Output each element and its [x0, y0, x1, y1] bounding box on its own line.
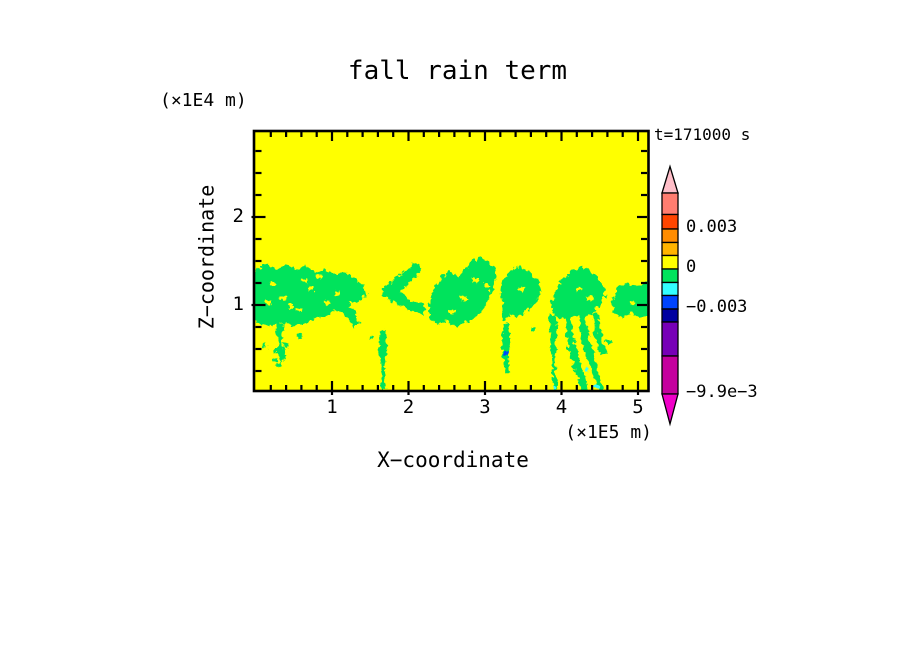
colorbar-segment-7: [661, 294, 679, 310]
green-region-cloud-center: [426, 256, 495, 325]
colorbar-label: −0.003: [686, 297, 748, 317]
x-tick-label: 4: [555, 396, 568, 418]
colorbar-arrow-bottom: [661, 393, 679, 427]
yellow-speckle: [263, 298, 270, 303]
green-region-fall-streak-3: [547, 312, 557, 391]
colorbar-segment-5: [661, 268, 679, 284]
x-axis-label: X−coordinate: [377, 448, 529, 472]
field-clip-group: [254, 256, 649, 391]
yellow-speckle: [298, 276, 305, 281]
colorbar-segment-8: [661, 308, 679, 323]
field-speck: [582, 366, 587, 371]
x-tick-label: 5: [632, 396, 644, 418]
field-speck: [368, 333, 373, 338]
colorbar-segment-2: [661, 228, 679, 244]
colorbar-arrow-top: [661, 164, 679, 194]
yellow-speckle: [470, 276, 477, 281]
colorbar-label: −9.9e−3: [686, 382, 758, 402]
x-axis-units: (×1E5 m): [565, 422, 652, 443]
colorbar-segment-1: [661, 213, 679, 230]
z-axis-label: Z−coordinate: [194, 184, 219, 330]
field-group: [254, 256, 649, 391]
yellow-speckle: [482, 281, 488, 285]
colorbar-segment-0: [661, 192, 679, 216]
green-region-cloud-far-right: [610, 279, 649, 317]
yellow-speckle: [286, 303, 293, 307]
green-region-fall-streak-2: [499, 320, 509, 371]
x-tick-label: 1: [326, 396, 338, 418]
green-region-fall-streak-4a: [563, 314, 586, 391]
green-region-cloud-band-left: [254, 261, 366, 326]
green-region-fall-streak-4c: [590, 311, 605, 355]
x-tick-label: 3: [479, 396, 491, 418]
colorbar: [661, 164, 679, 427]
z-axis-units: (×1E4 m): [160, 90, 247, 111]
colorbar-segment-9: [661, 321, 679, 357]
field-speck: [276, 336, 281, 341]
yellow-speckle: [459, 294, 466, 299]
yellow-speckle: [313, 272, 320, 277]
yellow-speckle: [267, 281, 274, 285]
field-speck: [295, 332, 300, 337]
z-tick-label: 1: [232, 293, 244, 315]
field-speck: [605, 338, 610, 343]
colorbar-segment-10: [661, 355, 679, 395]
field-speck: [528, 325, 533, 329]
green-region-fall-streak-4b: [576, 312, 602, 391]
colorbar-segment-6: [661, 281, 679, 297]
plot-title: fall rain term: [347, 56, 568, 86]
field-speck: [261, 341, 266, 346]
field-speck: [593, 383, 598, 388]
yellow-speckle: [447, 307, 454, 312]
field-speck: [275, 361, 280, 366]
colorbar-segment-3: [661, 241, 679, 257]
yellow-speckle: [306, 285, 313, 290]
green-region-cloud-right: [549, 266, 605, 319]
plot-frame: [252, 129, 650, 393]
z-tick-label: 2: [232, 205, 244, 227]
field-speck: [502, 349, 507, 354]
yellow-speckle: [573, 285, 580, 290]
colorbar-label: 0: [686, 257, 697, 277]
green-region-cloud-left-tail: [272, 320, 283, 363]
yellow-speckle: [332, 289, 339, 294]
green-region-cloud-chevron: [379, 261, 425, 313]
colorbar-segment-4: [661, 254, 679, 270]
field-speck: [551, 384, 556, 389]
timestamp-label: t=171000 s: [654, 125, 751, 144]
field-speck: [279, 352, 284, 357]
field-speck: [271, 355, 276, 360]
yellow-speckle: [516, 285, 523, 290]
x-tick-label: 2: [402, 396, 415, 418]
yellow-speckle: [585, 294, 592, 299]
green-region-fall-streak-1: [377, 327, 386, 391]
field-speck: [273, 347, 278, 351]
yellow-speckle: [627, 298, 634, 303]
field-speck: [281, 341, 286, 346]
yellow-speckle: [294, 307, 301, 312]
green-region-cloud-center-right: [498, 264, 539, 320]
colorbar-label: 0.003: [686, 217, 738, 237]
yellow-speckle: [321, 298, 328, 303]
yellow-speckle: [279, 294, 286, 299]
